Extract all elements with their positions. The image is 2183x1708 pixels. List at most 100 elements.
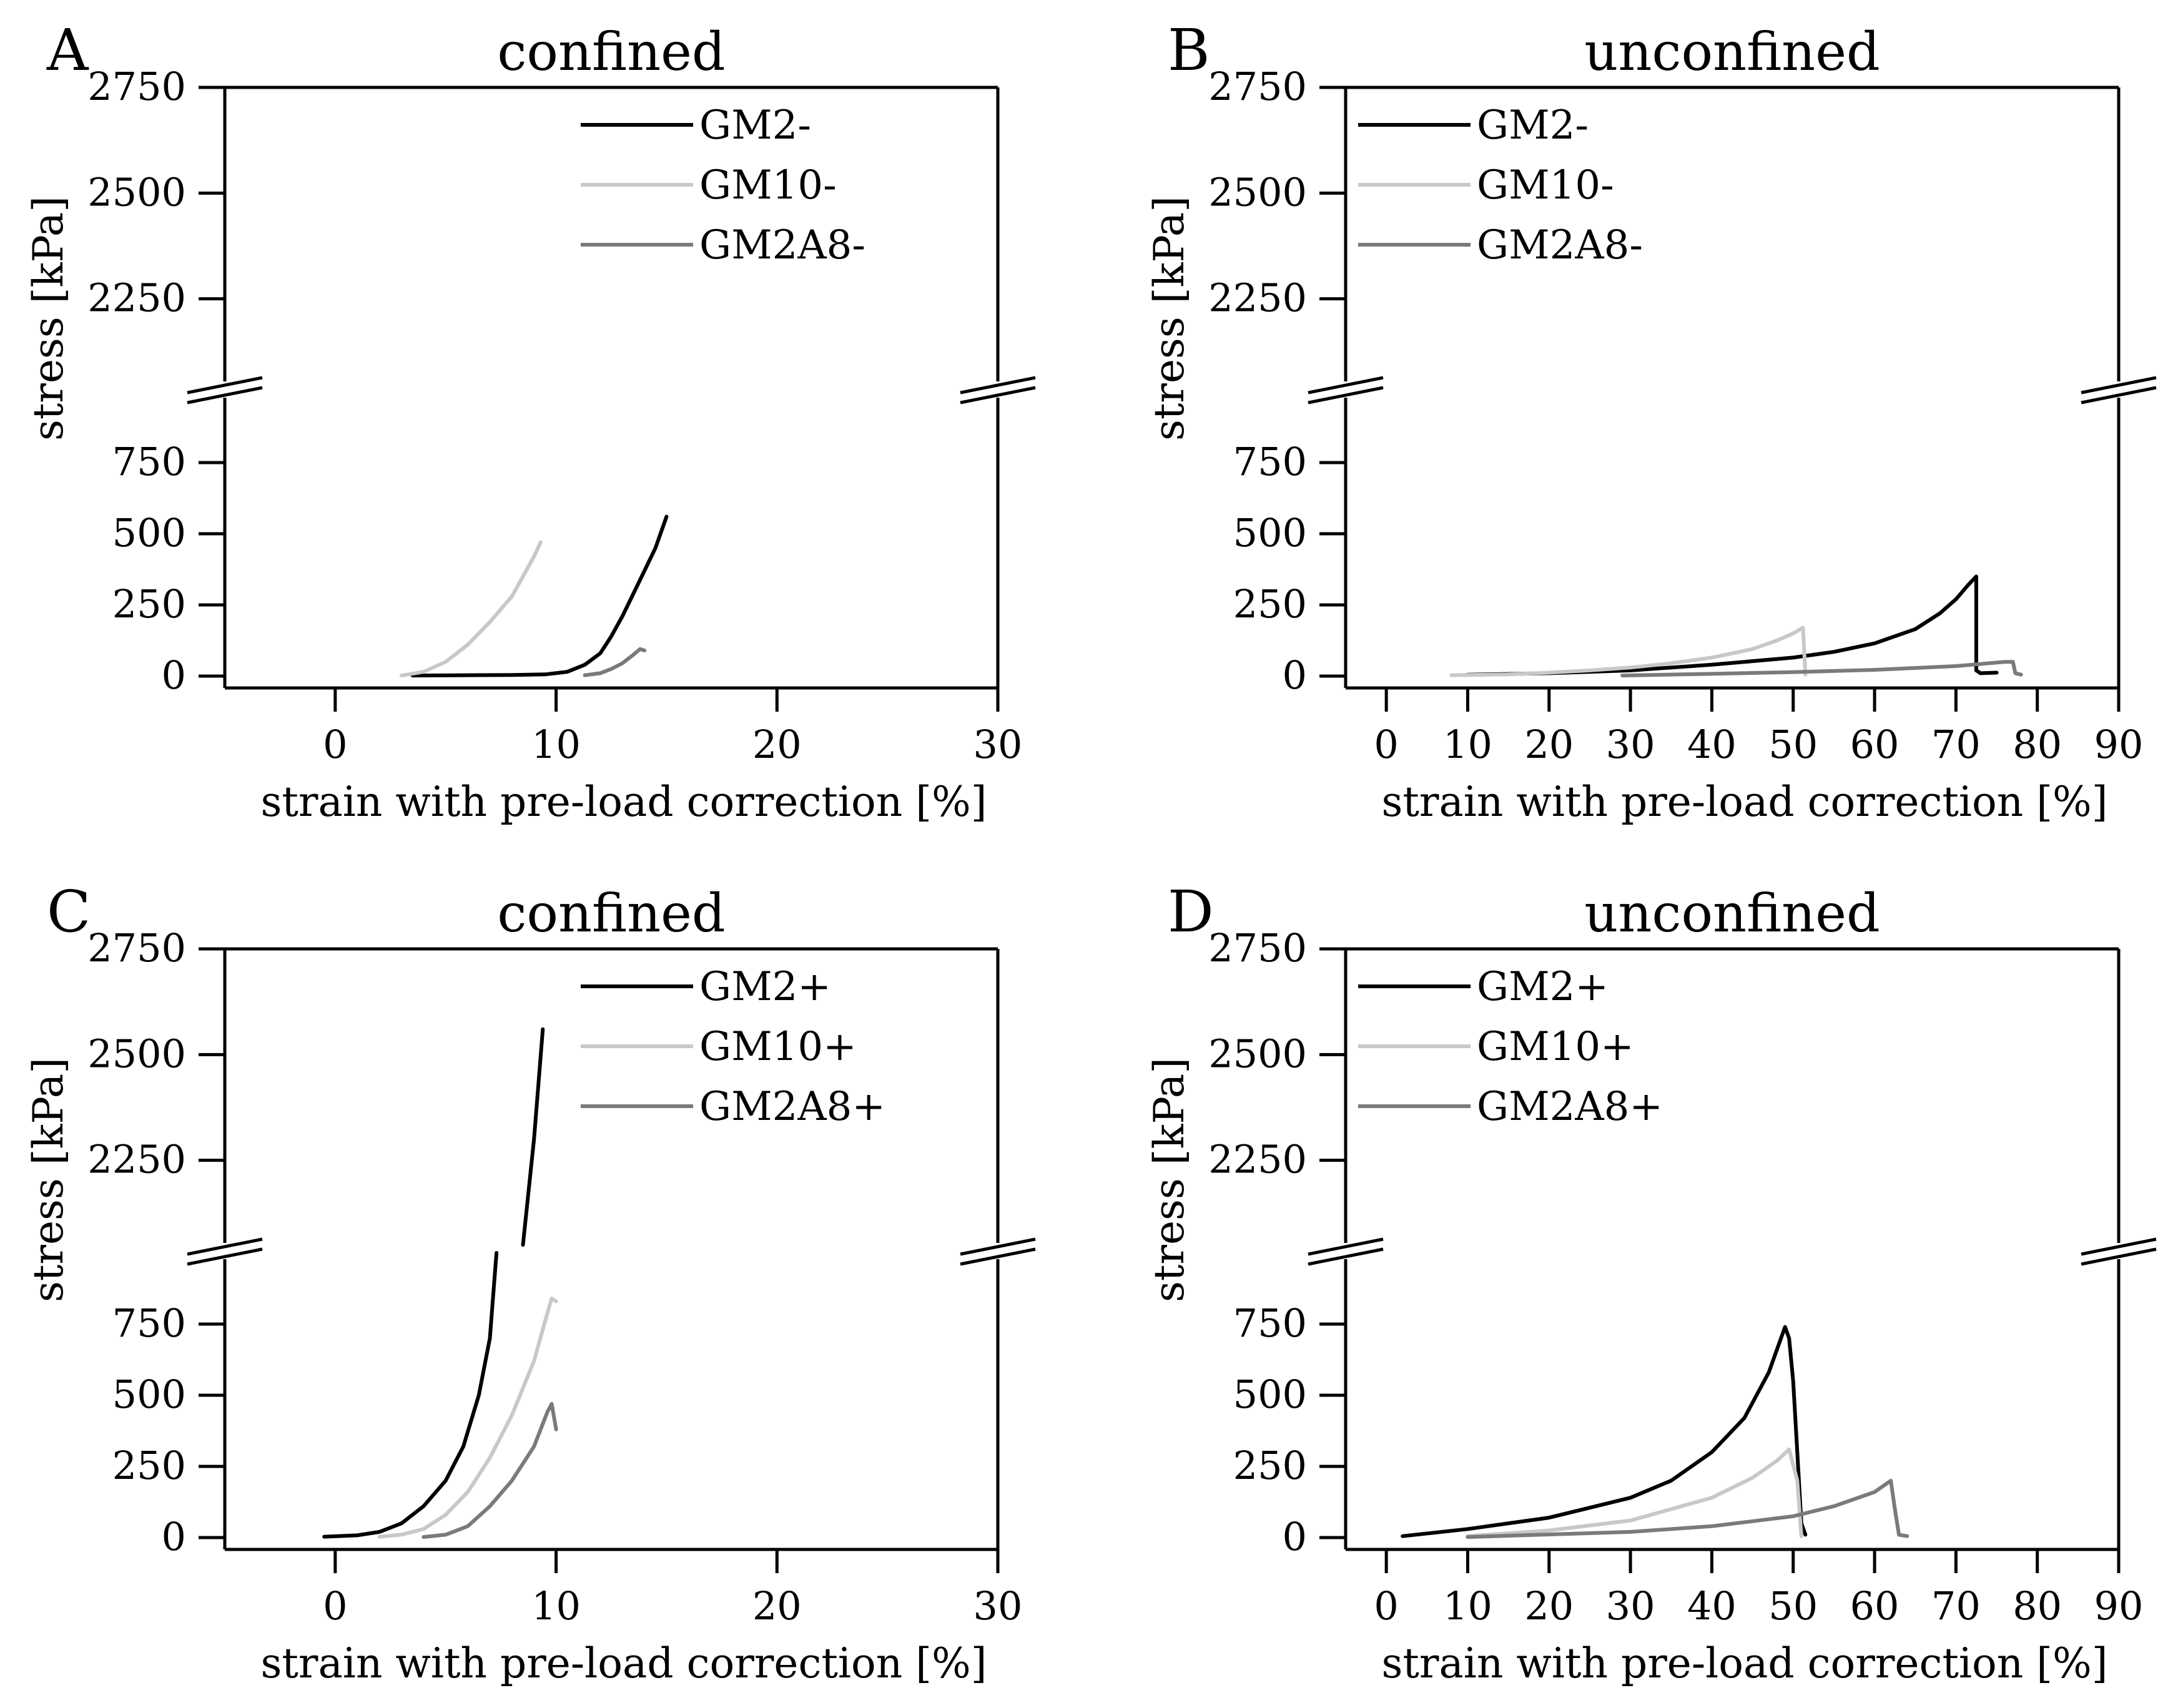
panel-title: confined <box>497 21 725 82</box>
x-axis-label: strain with pre-load correction [%] <box>261 1639 987 1687</box>
x-tick-label: 30 <box>1606 722 1655 767</box>
x-tick-label: 20 <box>752 722 802 767</box>
y-axis-label: stress [kPa] <box>24 1058 72 1302</box>
series-line-gm10 <box>1466 1447 1803 1538</box>
x-tick-label: 90 <box>2094 1583 2144 1629</box>
series-line-gm2a8 <box>583 647 647 677</box>
y-axis-label: stress [kPa] <box>1145 1058 1193 1302</box>
panel-title: unconfined <box>1584 21 1880 82</box>
x-tick-label: 70 <box>1931 722 1981 767</box>
x-tick-label: 10 <box>531 722 581 767</box>
legend-label: GM2- <box>1477 102 1589 149</box>
axis-break-mark <box>960 1237 1036 1256</box>
axis-break-mark <box>1308 376 1384 395</box>
series-line-gm2 <box>410 514 669 678</box>
x-axis-label: strain with pre-load correction [%] <box>261 778 987 826</box>
series-line-gm10 <box>400 540 543 678</box>
panel-letter: C <box>47 878 91 945</box>
axis-break-mark <box>1308 386 1384 405</box>
y-tick-label: 250 <box>1233 581 1307 627</box>
axis-break-mark <box>187 1237 263 1256</box>
x-tick-label: 50 <box>1768 722 1818 767</box>
panel-title: unconfined <box>1584 883 1880 944</box>
x-tick-label: 10 <box>1443 1583 1492 1629</box>
x-axis-label: strain with pre-load correction [%] <box>1382 778 2108 826</box>
panel-letter: D <box>1168 878 1214 945</box>
y-tick-label: 750 <box>112 1300 186 1346</box>
y-tick-label: 2500 <box>87 1031 186 1076</box>
y-tick-label: 2500 <box>1208 1031 1307 1076</box>
y-tick-label: 2750 <box>1208 64 1307 109</box>
x-tick-label: 30 <box>973 722 1023 767</box>
y-tick-label: 2250 <box>87 1137 186 1182</box>
y-tick-label: 750 <box>1233 439 1307 484</box>
series-line-gm2a8 <box>421 1401 558 1539</box>
y-tick-label: 2750 <box>87 64 186 109</box>
axis-break-mark <box>960 1247 1036 1266</box>
legend-label: GM2+ <box>1477 964 1609 1010</box>
axis-break-mark <box>1308 1247 1384 1266</box>
x-tick-label: 20 <box>1524 722 1574 767</box>
y-tick-label: 2500 <box>87 169 186 215</box>
panel-title: confined <box>497 883 725 944</box>
legend-label: GM2- <box>699 102 811 149</box>
axis-break-mark <box>2081 376 2157 395</box>
y-tick-label: 2250 <box>87 275 186 321</box>
legend-label: GM10+ <box>699 1024 857 1070</box>
x-tick-label: 80 <box>2013 722 2062 767</box>
y-axis-label: stress [kPa] <box>24 196 72 441</box>
panel-letter: B <box>1168 17 1210 84</box>
x-tick-label: 0 <box>323 722 347 767</box>
series-line-gm10 <box>1449 626 1808 677</box>
y-tick-label: 250 <box>112 581 186 627</box>
axis-break-mark <box>2081 386 2157 405</box>
series-line-gm2 <box>1466 574 1999 677</box>
axis-break-mark <box>1308 1237 1384 1256</box>
y-tick-label: 2500 <box>1208 169 1307 215</box>
axis-break-mark <box>187 1247 263 1266</box>
y-tick-label: 2250 <box>1208 1137 1307 1182</box>
y-tick-label: 750 <box>1233 1300 1307 1346</box>
y-tick-label: 250 <box>112 1443 186 1488</box>
x-tick-label: 50 <box>1768 1583 1818 1629</box>
y-tick-label: 250 <box>1233 1443 1307 1488</box>
x-tick-label: 90 <box>2094 722 2144 767</box>
axis-break-mark <box>2081 1247 2157 1266</box>
x-tick-label: 0 <box>323 1583 347 1629</box>
axis-break-mark <box>2081 1237 2157 1256</box>
axis-break-mark <box>960 386 1036 405</box>
axis-break-mark <box>187 376 263 395</box>
y-tick-label: 500 <box>1233 1372 1307 1417</box>
series-line-gm10 <box>377 1297 558 1539</box>
series-line-gm2 <box>1401 1325 1808 1538</box>
x-tick-label: 20 <box>1524 1583 1574 1629</box>
series-line-gm2a8 <box>1466 1478 1910 1539</box>
legend-label: GM2+ <box>699 964 831 1010</box>
panel-letter: A <box>46 17 89 84</box>
y-axis-label: stress [kPa] <box>1145 196 1193 441</box>
x-tick-label: 0 <box>1374 1583 1398 1629</box>
x-tick-label: 80 <box>2013 1583 2062 1629</box>
x-tick-label: 70 <box>1931 1583 1981 1629</box>
x-tick-label: 10 <box>1443 722 1492 767</box>
x-tick-label: 20 <box>752 1583 802 1629</box>
axis-break-mark <box>960 376 1036 395</box>
x-tick-label: 40 <box>1687 1583 1737 1629</box>
x-tick-label: 40 <box>1687 722 1737 767</box>
x-tick-label: 60 <box>1850 1583 1900 1629</box>
y-tick-label: 500 <box>112 510 186 556</box>
y-tick-label: 500 <box>1233 510 1307 556</box>
y-tick-label: 0 <box>162 1514 186 1559</box>
x-tick-label: 30 <box>1606 1583 1655 1629</box>
legend-label: GM2A8- <box>1477 222 1643 268</box>
y-tick-label: 2250 <box>1208 275 1307 321</box>
y-tick-label: 0 <box>162 652 186 698</box>
y-tick-label: 2750 <box>87 925 186 971</box>
series-line-gm2 <box>322 1251 499 1539</box>
